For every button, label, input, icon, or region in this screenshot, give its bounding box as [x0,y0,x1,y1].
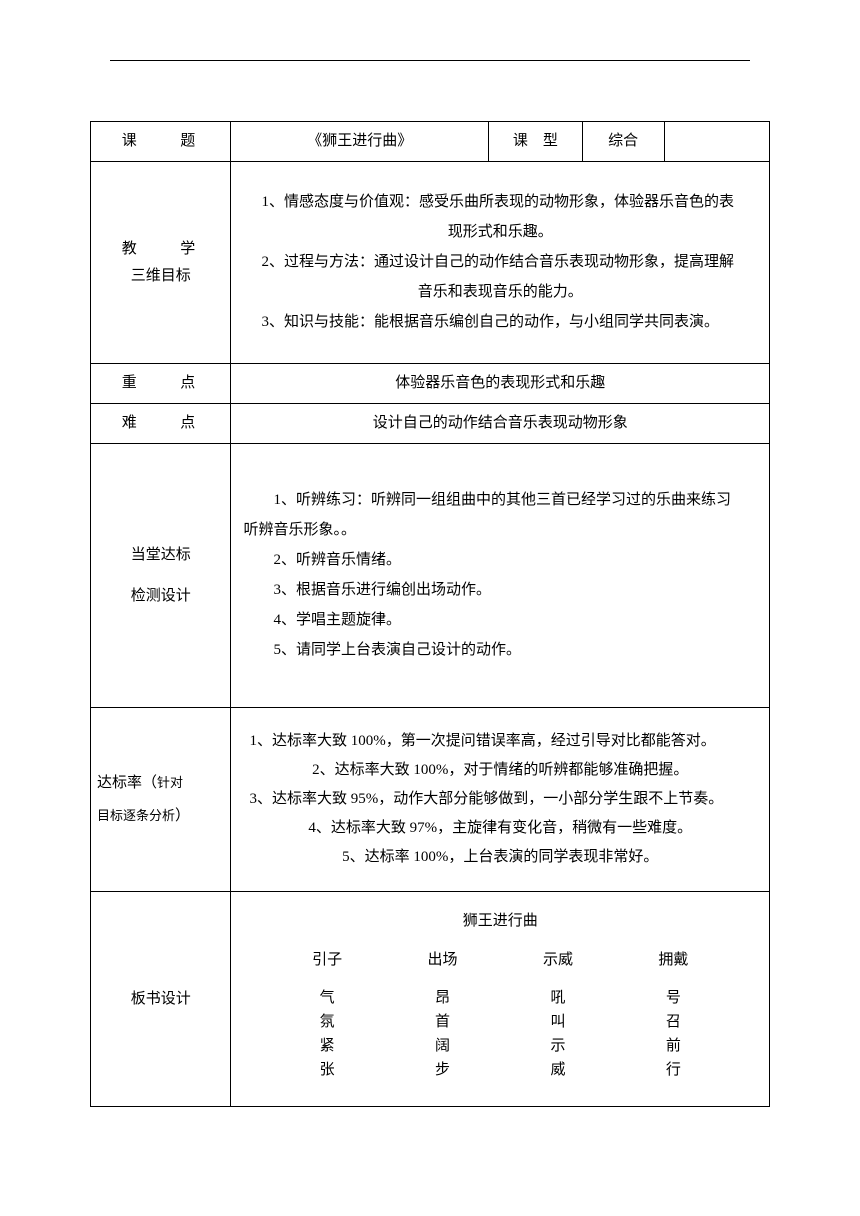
goals-content: 1、情感态度与价值观：感受乐曲所表现的动物形象，体验器乐音色的表 现形式和乐趣。… [231,162,770,364]
checklist-item: 2、听辨音乐情绪。 [243,547,757,574]
board-char: 前 [616,1034,731,1058]
lesson-plan-table: 课 题 《狮王进行曲》 课 型 综合 教 学 三维目标 1、情感态度与价值观：感… [90,121,770,1107]
board-column: 示威 吼 叫 示 威 [500,947,615,1082]
rate-item: 3、达标率大致 95%，动作大部分能够做到，一小部分学生跟不上节奏。 [239,786,761,813]
board-char: 吼 [500,986,615,1010]
board-char: 昂 [385,986,500,1010]
table-row: 板书设计 狮王进行曲 引子 气 氛 紧 张 出场 昂 首 阔 步 [91,892,770,1107]
checklist-item: 1、听辨练习：听辨同一组组曲中的其他三首已经学习过的乐曲来练习 [243,487,757,514]
label-topic: 课 题 [91,122,231,162]
goal-item: 3、知识与技能：能根据音乐编创自己的动作，与小组同学共同表演。 [243,309,757,336]
empty-cell [664,122,769,162]
table-row: 当堂达标 检测设计 1、听辨练习：听辨同一组组曲中的其他三首已经学习过的乐曲来练… [91,444,770,708]
rate-item: 2、达标率大致 100%，对于情绪的听辨都能够准确把握。 [239,757,761,784]
label-checklist: 当堂达标 检测设计 [91,444,231,708]
label-keypoint: 重 点 [91,364,231,404]
rate-label-part1: 达标率（ [97,775,157,791]
board-title: 狮王进行曲 [239,908,761,935]
label-difficulty: 难 点 [91,404,231,444]
board-char: 示 [500,1034,615,1058]
board-char: 氛 [269,1010,384,1034]
board-char: 威 [500,1058,615,1082]
board-col-header: 示威 [500,947,615,974]
checklist-label-line2: 检测设计 [99,583,222,610]
table-row: 课 题 《狮王进行曲》 课 型 综合 [91,122,770,162]
rate-item: 1、达标率大致 100%，第一次提问错误率高，经过引导对比都能答对。 [239,728,761,755]
rate-label-small1: 针对 [157,775,183,790]
board-char: 召 [616,1010,731,1034]
rate-item: 5、达标率 100%，上台表演的同学表现非常好。 [239,844,761,871]
goals-label-line1: 教 学 [99,236,222,263]
difficulty-value: 设计自己的动作结合音乐表现动物形象 [231,404,770,444]
label-rate: 达标率（针对 目标逐条分析） [91,708,231,892]
board-char: 首 [385,1010,500,1034]
table-row: 教 学 三维目标 1、情感态度与价值观：感受乐曲所表现的动物形象，体验器乐音色的… [91,162,770,364]
board-char: 号 [616,986,731,1010]
goal-item: 现形式和乐趣。 [243,219,757,246]
board-column: 拥戴 号 召 前 行 [616,947,731,1082]
checklist-item: 5、请同学上台表演自己设计的动作。 [243,637,757,664]
label-goals: 教 学 三维目标 [91,162,231,364]
checklist-item: 听辨音乐形象。。 [243,517,757,544]
type-value: 综合 [582,122,664,162]
topic-value: 《狮王进行曲》 [231,122,489,162]
label-board: 板书设计 [91,892,231,1107]
board-char: 叫 [500,1010,615,1034]
board-column: 引子 气 氛 紧 张 [269,947,384,1082]
rate-item: 4、达标率大致 97%，主旋律有变化音，稍微有一些难度。 [239,815,761,842]
checklist-label-line1: 当堂达标 [99,542,222,569]
goal-item: 音乐和表现音乐的能力。 [243,279,757,306]
rate-content: 1、达标率大致 100%，第一次提问错误率高，经过引导对比都能答对。 2、达标率… [231,708,770,892]
table-row: 达标率（针对 目标逐条分析） 1、达标率大致 100%，第一次提问错误率高，经过… [91,708,770,892]
board-content: 狮王进行曲 引子 气 氛 紧 张 出场 昂 首 阔 步 示威 [231,892,770,1107]
label-type: 课 型 [489,122,583,162]
rate-label-small2: 目标逐条分析 [97,808,175,823]
keypoint-value: 体验器乐音色的表现形式和乐趣 [231,364,770,404]
checklist-content: 1、听辨练习：听辨同一组组曲中的其他三首已经学习过的乐曲来练习 听辨音乐形象。。… [231,444,770,708]
table-row: 重 点 体验器乐音色的表现形式和乐趣 [91,364,770,404]
board-char: 紧 [269,1034,384,1058]
goal-item: 1、情感态度与价值观：感受乐曲所表现的动物形象，体验器乐音色的表 [243,189,757,216]
board-char: 步 [385,1058,500,1082]
board-grid: 引子 气 氛 紧 张 出场 昂 首 阔 步 示威 吼 叫 示 [239,947,761,1082]
checklist-item: 4、学唱主题旋律。 [243,607,757,634]
board-char: 气 [269,986,384,1010]
rate-label-part2: ） [175,808,190,824]
checklist-item: 3、根据音乐进行编创出场动作。 [243,577,757,604]
board-col-header: 引子 [269,947,384,974]
board-col-header: 出场 [385,947,500,974]
table-row: 难 点 设计自己的动作结合音乐表现动物形象 [91,404,770,444]
goals-label-line2: 三维目标 [99,263,222,290]
board-col-header: 拥戴 [616,947,731,974]
goal-item: 2、过程与方法：通过设计自己的动作结合音乐表现动物形象，提高理解 [243,249,757,276]
board-char: 阔 [385,1034,500,1058]
board-column: 出场 昂 首 阔 步 [385,947,500,1082]
top-divider [110,60,750,61]
board-char: 张 [269,1058,384,1082]
board-char: 行 [616,1058,731,1082]
